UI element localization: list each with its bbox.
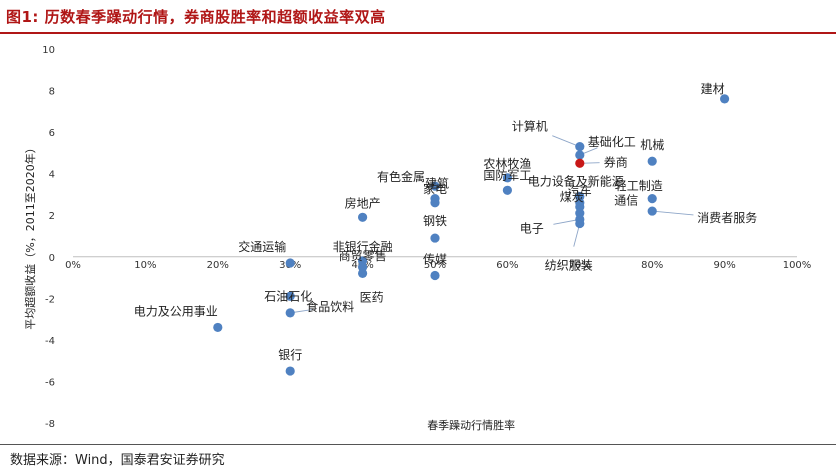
y-tick-label: 6 (49, 128, 55, 139)
data-point (430, 270, 440, 281)
point-label: 石油石化 (264, 289, 312, 303)
x-tick-label: 100% (783, 260, 812, 271)
point-label: 交通运输 (238, 239, 286, 254)
point-label: 电力设备及新能源 (528, 174, 624, 189)
data-point (502, 185, 512, 195)
data-points (213, 94, 730, 376)
point-label: 钢铁 (423, 214, 447, 228)
point-label: 轻工制造 (615, 179, 663, 193)
point-label: 电力及公用事业 (134, 304, 218, 318)
point-label: 家电 (423, 181, 447, 196)
point-label: 煤炭 (560, 190, 584, 204)
data-point (213, 322, 223, 333)
point-label: 银行 (278, 348, 302, 362)
data-point (575, 150, 585, 160)
data-point (430, 198, 440, 208)
data-point (575, 158, 585, 168)
point-label: 消费者服务 (697, 210, 757, 225)
point-label: 食品饮料 (306, 299, 354, 314)
bottom-divider (0, 444, 836, 445)
y-tick-label: -8 (45, 419, 55, 430)
data-point (285, 291, 295, 301)
point-label: 建筑 (425, 176, 449, 191)
y-tick-label: 4 (49, 170, 55, 181)
y-axis-title: 平均超额收益（%，2011至2020年） (23, 142, 37, 329)
leader-line (552, 135, 580, 148)
y-tick-label: -2 (45, 294, 55, 305)
point-label: 纺织服装 (545, 259, 593, 273)
y-tick-label: 0 (49, 253, 55, 264)
data-point (647, 194, 657, 204)
data-point (647, 206, 657, 216)
x-tick-label: 0% (65, 260, 81, 271)
x-tick-label: 10% (134, 260, 156, 271)
point-label: 非银行金融 (333, 239, 393, 254)
point-label: 建材 (701, 82, 725, 96)
point-label: 机械 (640, 137, 664, 152)
point-label: 医药 (360, 290, 384, 304)
point-label: 有色金属 (377, 169, 425, 184)
data-point (430, 233, 440, 243)
y-axis-ticks: -8 -6 -4 -2 0 2 4 6 8 10 (42, 45, 55, 430)
y-tick-label: 8 (49, 87, 55, 98)
data-point (358, 212, 368, 222)
data-point (575, 142, 585, 152)
point-label: 电子 (520, 221, 544, 235)
point-label: 汽车 (568, 183, 592, 198)
x-tick-label: 20% (207, 260, 229, 271)
data-point (285, 258, 295, 268)
y-tick-label: 10 (42, 45, 55, 56)
x-tick-label: 60% (496, 260, 518, 271)
point-label: 计算机 (512, 119, 548, 134)
x-tick-label: 80% (641, 260, 663, 271)
point-label: 国防军工 (483, 167, 531, 182)
data-point (575, 218, 585, 229)
point-label: 券商 (604, 154, 628, 169)
point-label: 农林牧渔 (483, 157, 531, 171)
figure-title: 图1: 历数春季躁动行情，券商股胜率和超额收益率双高 (6, 8, 386, 26)
data-point (720, 94, 730, 104)
x-tick-label: 50% (424, 260, 446, 271)
data-point (430, 181, 440, 191)
data-point (285, 366, 295, 376)
point-label: 传媒 (423, 251, 447, 266)
data-point (647, 156, 657, 166)
source-note: 数据来源：Wind，国泰君安证券研究 (10, 453, 225, 468)
data-point (358, 268, 368, 278)
y-tick-label: 2 (49, 211, 55, 222)
y-tick-label: -6 (45, 377, 55, 388)
point-label: 通信 (614, 194, 638, 208)
x-tick-label: 90% (713, 260, 735, 271)
title-divider (0, 32, 836, 34)
x-tick-label: 70% (569, 260, 591, 271)
leader-line (652, 210, 694, 216)
y-tick-label: -4 (45, 336, 55, 347)
point-label: 房地产 (345, 195, 381, 210)
point-label: 基础化工 (588, 135, 636, 149)
point-label: 商贸零售 (339, 248, 387, 263)
x-axis-title: 春季躁动行情胜率 (427, 418, 515, 432)
data-point (502, 173, 512, 183)
data-point (285, 308, 295, 318)
